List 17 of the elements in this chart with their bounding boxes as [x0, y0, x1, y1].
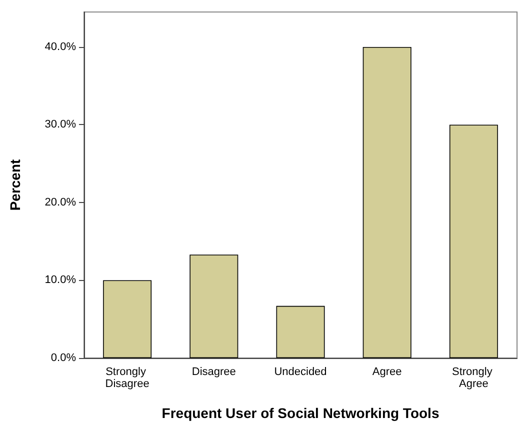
bar [362, 46, 412, 358]
x-tick-label: Undecided [274, 366, 327, 378]
y-tick-label: 10.0% [44, 274, 76, 286]
y-tick-label: 30.0% [44, 118, 76, 131]
x-tick-label: Disagree [192, 366, 236, 378]
bar [103, 280, 152, 358]
y-tick-label: 20.0% [44, 196, 76, 208]
x-tick-label: Strongly Agree [452, 366, 496, 390]
x-tick-label: Strongly Disagree [105, 366, 150, 390]
bar [276, 306, 325, 358]
bar [190, 254, 238, 358]
y-axis-title: Percent [7, 158, 23, 211]
bar [449, 124, 498, 358]
y-tick-label: 40.0% [44, 40, 76, 53]
x-tick-label: Agree [372, 366, 402, 378]
x-axis-title: Frequent User of Social Networking Tools [162, 405, 440, 421]
y-tick-label: 0.0% [50, 352, 76, 364]
